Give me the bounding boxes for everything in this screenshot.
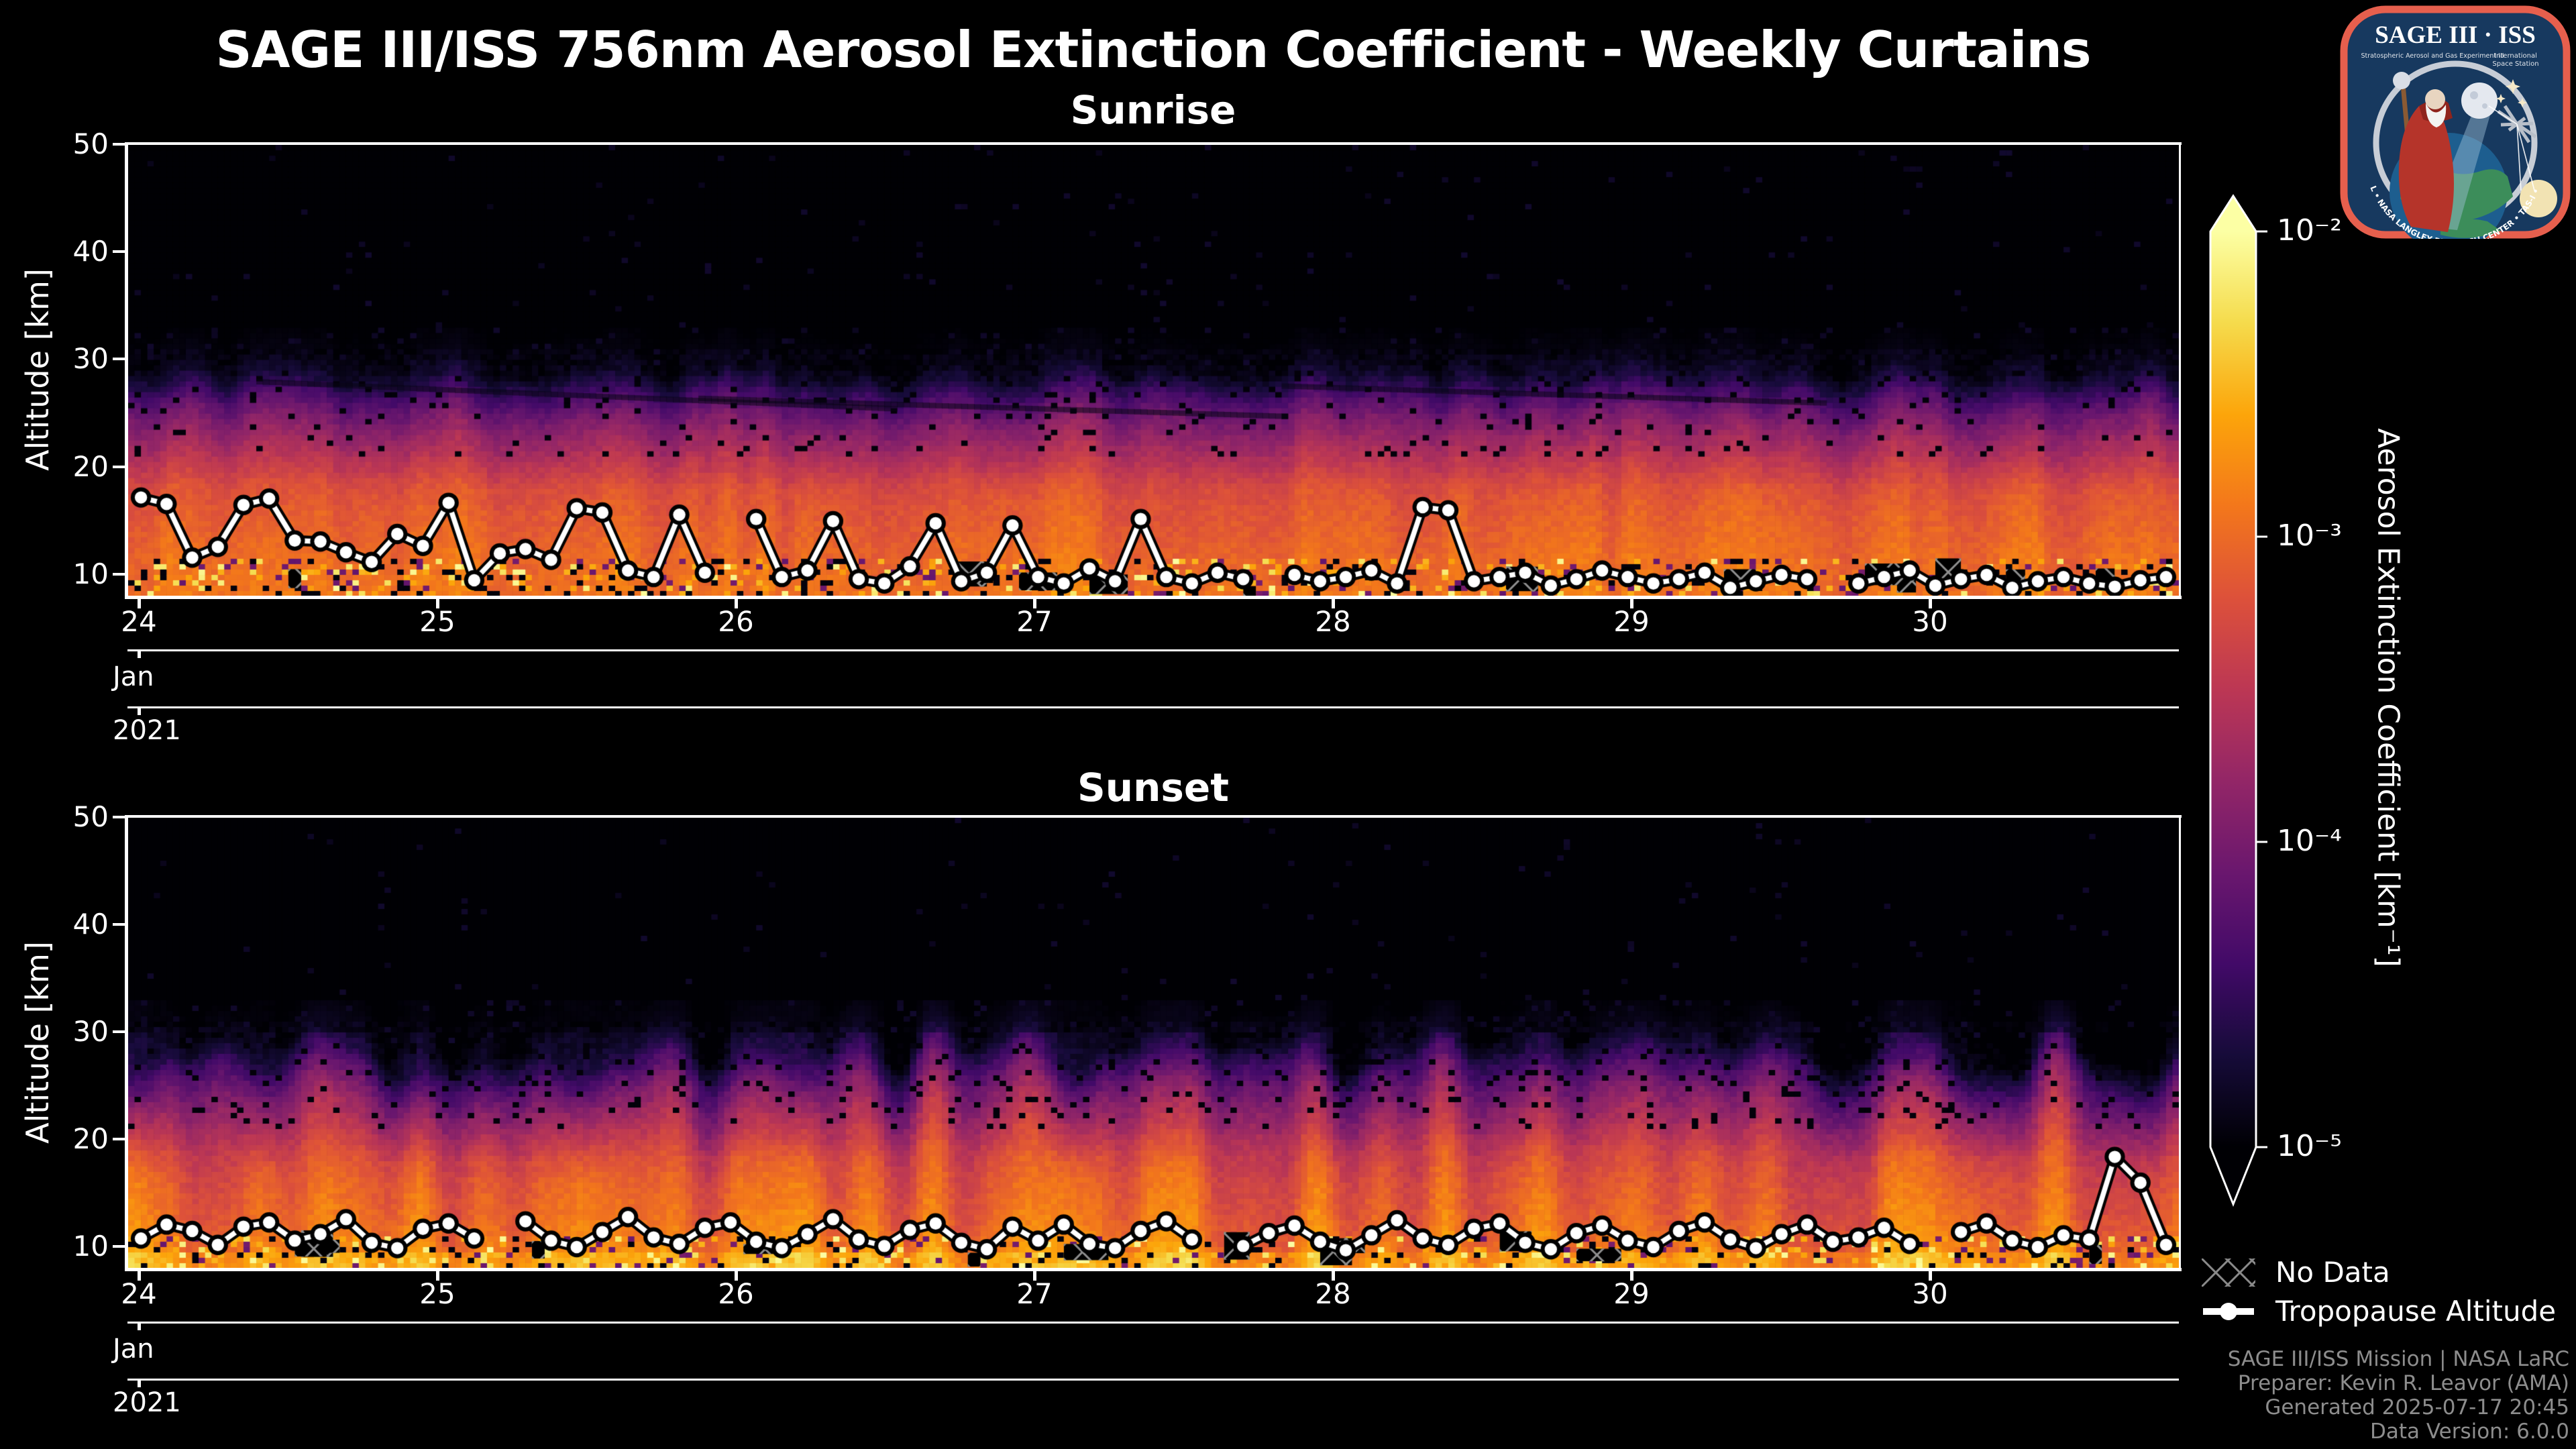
moon-graphic [2461, 83, 2498, 119]
y-tick-label: 10 [72, 557, 109, 590]
colorbar [2209, 194, 2267, 1208]
x-tick-label: 27 [1016, 605, 1053, 638]
x-tick-mark [1332, 1271, 1335, 1281]
x-tick-mark [436, 599, 439, 608]
sunrise-heatmap-canvas [128, 145, 2179, 596]
sunset-month-axis-tick [138, 1322, 141, 1330]
x-tick-label: 25 [419, 605, 455, 638]
legend-label-no-data: No Data [2275, 1256, 2390, 1289]
y-tick-mark [113, 465, 127, 468]
colorbar-tick-label: 10⁻² [2277, 213, 2342, 248]
sunset-year-axis-line [127, 1379, 2179, 1381]
x-tick-label: 29 [1613, 1277, 1650, 1310]
sunset-month-label: Jan [113, 1334, 154, 1364]
y-tick-mark [113, 143, 127, 146]
no-data-hatch-icon [2202, 1258, 2255, 1287]
panel-title-sunset: Sunset [1077, 765, 1229, 810]
x-tick-label: 24 [121, 605, 157, 638]
sunrise-month-axis-line [127, 649, 2179, 651]
y-tick-mark [113, 816, 127, 818]
y-tick-mark [113, 250, 127, 254]
colorbar-gradient [2209, 194, 2257, 1208]
footer-preparer: Preparer: Kevin R. Leavor (AMA) [2237, 1371, 2569, 1395]
x-tick-label: 30 [1912, 605, 1948, 638]
y-tick-mark [113, 923, 127, 926]
sunrise-year-label: 2021 [113, 715, 181, 746]
sunrise-bottom-spine [125, 596, 2182, 599]
sunrise-month-label: Jan [113, 661, 154, 692]
sunrise-top-spine [125, 142, 2182, 145]
sunset-year-axis-tick [138, 1379, 141, 1387]
x-tick-mark [1033, 599, 1036, 608]
y-tick-label: 50 [72, 127, 109, 160]
sunset-heatmap-canvas [128, 818, 2179, 1269]
stars [2496, 79, 2527, 107]
sunrise-year-axis-tick [138, 707, 141, 715]
x-tick-label: 28 [1315, 605, 1351, 638]
sunrise-right-spine [2179, 142, 2181, 599]
patch-subtitle-right-2: Space Station [2492, 60, 2538, 68]
occultation-lines [2488, 105, 2535, 191]
x-tick-label: 29 [1613, 605, 1650, 638]
sunset-right-spine [2179, 815, 2181, 1271]
x-tick-label: 25 [419, 1277, 455, 1310]
panel-title-sunrise: Sunrise [1070, 87, 1236, 133]
sunrise-year-axis-line [127, 706, 2179, 708]
x-tick-mark [138, 1271, 141, 1281]
x-tick-label: 26 [718, 1277, 754, 1310]
father-time-figure [2393, 72, 2454, 232]
sunrise-left-spine [125, 142, 128, 599]
colorbar-tick-label: 10⁻³ [2277, 518, 2342, 553]
colorbar-tick-label: 10⁻⁴ [2277, 824, 2342, 859]
sunset-month-axis-line [127, 1322, 2179, 1324]
y-tick-label: 20 [72, 449, 109, 483]
x-tick-label: 24 [121, 1277, 157, 1310]
colorbar-label: Aerosol Extinction Coefficient [km⁻¹] [2371, 428, 2406, 967]
x-tick-mark [735, 1271, 738, 1281]
sunset-top-spine [125, 815, 2182, 818]
x-tick-mark [1630, 599, 1633, 608]
x-tick-mark [436, 1271, 439, 1281]
x-tick-mark [1929, 1271, 1932, 1281]
patch-subtitle-left: Stratospheric Aerosol and Gas Experiment… [2361, 52, 2504, 60]
mission-patch-logo: SAGE III · ISS Stratospheric Aerosol and… [2340, 5, 2571, 239]
colorbar-tick-label: 10⁻⁵ [2277, 1129, 2342, 1163]
footer-mission: SAGE III/ISS Mission | NASA LaRC [2227, 1347, 2569, 1371]
x-tick-mark [1929, 599, 1932, 608]
patch-subtitle-right-1: International [2494, 52, 2537, 60]
y-tick-mark [113, 1138, 127, 1140]
x-tick-label: 27 [1016, 1277, 1053, 1310]
y-tick-label: 40 [72, 235, 109, 268]
y-tick-mark [113, 358, 127, 361]
x-tick-mark [1630, 1271, 1633, 1281]
sunset-year-label: 2021 [113, 1387, 181, 1418]
y-tick-label: 50 [72, 800, 109, 833]
sunset-left-spine [125, 815, 128, 1271]
sunrise-month-axis-tick [138, 650, 141, 658]
x-tick-label: 30 [1912, 1277, 1948, 1310]
x-tick-mark [735, 599, 738, 608]
y-tick-label: 40 [72, 908, 109, 941]
y-tick-mark [113, 1030, 127, 1033]
y-tick-mark [113, 572, 127, 576]
y-tick-label: 20 [72, 1122, 109, 1155]
tropopause-line-icon [2203, 1303, 2254, 1320]
x-tick-label: 28 [1315, 1277, 1351, 1310]
footer-data-version: Data Version: 6.0.0 [2369, 1419, 2569, 1444]
x-tick-mark [1033, 1271, 1036, 1281]
sun-graphic [2520, 180, 2557, 217]
footer-generated: Generated 2025-07-17 20:45 [2265, 1395, 2569, 1419]
y-tick-mark [113, 1245, 127, 1248]
x-tick-label: 26 [718, 605, 754, 638]
y-tick-label: 30 [72, 1015, 109, 1048]
page-title: SAGE III/ISS 756nm Aerosol Extinction Co… [215, 20, 2091, 79]
y-tick-label: 10 [72, 1230, 109, 1263]
sunset-bottom-spine [125, 1268, 2182, 1271]
y-tick-label: 30 [72, 342, 109, 376]
x-tick-mark [138, 599, 141, 608]
patch-title: SAGE III · ISS [2375, 21, 2536, 49]
x-tick-mark [1332, 599, 1335, 608]
legend-label-tropopause: Tropopause Altitude [2275, 1295, 2557, 1328]
